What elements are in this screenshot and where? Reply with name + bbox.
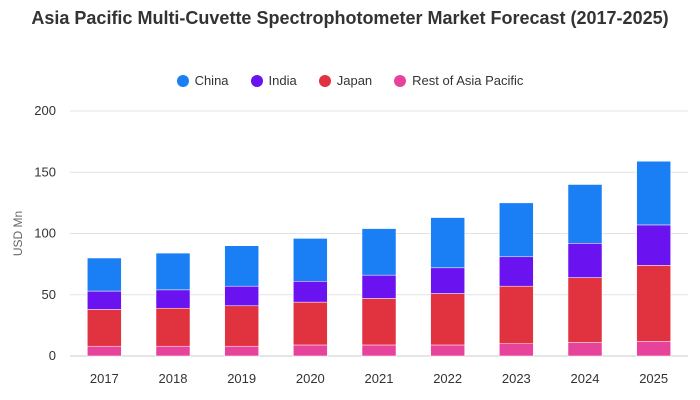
legend-label: China (194, 73, 229, 88)
bar-segment-japan (636, 265, 671, 342)
bar-segment-india (361, 274, 397, 299)
bar-segment-rest-of-asia-pacific (293, 344, 328, 357)
bar-segment-china (361, 228, 397, 276)
bar-segment-india (636, 224, 671, 266)
bar-segment-india (567, 243, 603, 278)
x-tick-label: 2021 (365, 371, 394, 386)
bar-segment-rest-of-asia-pacific (636, 341, 671, 357)
bar-segment-japan (499, 285, 534, 344)
legend-item[interactable]: China (176, 73, 229, 88)
bar-segment-japan (224, 305, 259, 347)
y-tick-label: 200 (34, 103, 56, 118)
y-axis-label: USD Mn (11, 211, 25, 256)
bar-segment-india (293, 281, 328, 303)
bar-segment-japan (361, 298, 397, 346)
bar-segment-rest-of-asia-pacific (87, 345, 122, 357)
x-tick-label: 2022 (433, 371, 462, 386)
x-tick-label: 2019 (227, 371, 256, 386)
legend-swatch (394, 74, 407, 87)
legend-swatch (250, 74, 263, 87)
legend-swatch (318, 74, 331, 87)
bar-segment-japan (155, 307, 191, 347)
chart-legend: China India Japan Rest of Asia Pacific (0, 73, 700, 88)
bar-segment-rest-of-asia-pacific (430, 344, 465, 357)
bar-segment-china (293, 238, 328, 282)
x-tick-label: 2018 (159, 371, 188, 386)
y-tick-label: 150 (34, 164, 56, 179)
legend-label: India (268, 73, 297, 88)
x-tick-label: 2023 (502, 371, 531, 386)
bar-segment-rest-of-asia-pacific (155, 345, 191, 357)
bar-segment-india (224, 285, 259, 307)
bar-segment-japan (87, 309, 122, 347)
legend-label: Rest of Asia Pacific (412, 73, 524, 88)
bar-segment-rest-of-asia-pacific (361, 344, 397, 357)
bar-segment-china (499, 202, 534, 258)
bar-segment-rest-of-asia-pacific (567, 342, 603, 357)
bar-segment-japan (293, 301, 328, 346)
legend-swatch (176, 74, 189, 87)
bar-segment-china (430, 217, 465, 269)
y-tick-label: 0 (49, 348, 56, 363)
legend-item[interactable]: Japan (318, 73, 373, 88)
bar-segment-india (155, 289, 191, 309)
bar-segment-china (224, 245, 259, 287)
x-tick-label: 2025 (639, 371, 668, 386)
bar-segment-china (155, 252, 191, 291)
bar-segment-rest-of-asia-pacific (224, 345, 259, 357)
legend-label: Japan (336, 73, 373, 88)
bar-segment-china (567, 184, 603, 244)
x-tick-label: 2017 (90, 371, 119, 386)
y-tick-label: 50 (42, 287, 56, 302)
bar-segment-japan (430, 293, 465, 346)
bar-segment-india (430, 267, 465, 294)
legend-item[interactable]: India (250, 73, 297, 88)
bar-segment-rest-of-asia-pacific (499, 343, 534, 357)
bar-segment-india (87, 290, 122, 310)
bar-segment-india (499, 256, 534, 287)
legend-item[interactable]: Rest of Asia Pacific (394, 73, 523, 88)
bar-segment-japan (567, 277, 603, 343)
x-tick-label: 2024 (571, 371, 600, 386)
chart-title: Asia Pacific Multi-Cuvette Spectrophotom… (31, 8, 669, 28)
y-tick-label: 100 (34, 226, 56, 241)
bar-segment-china (636, 160, 671, 226)
x-tick-label: 2020 (296, 371, 325, 386)
bar-segment-china (87, 257, 122, 292)
